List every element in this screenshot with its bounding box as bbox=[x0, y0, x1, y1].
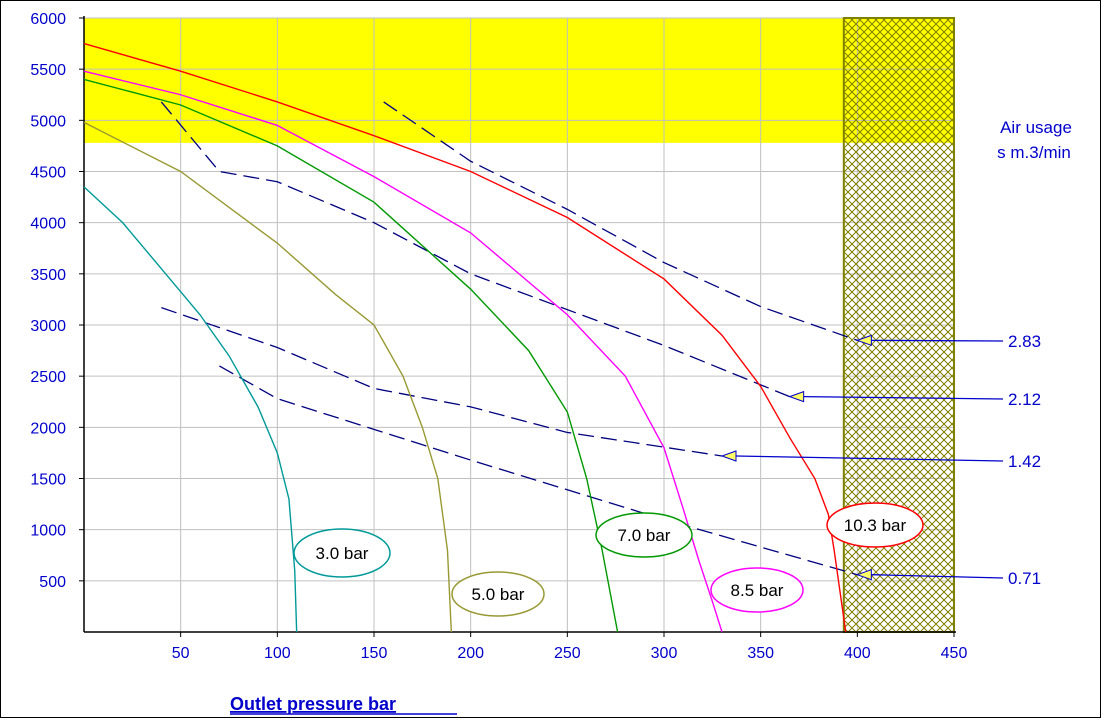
y-tick-label: 4500 bbox=[30, 165, 66, 182]
series-label-5-0-bar-ellipse bbox=[451, 571, 545, 617]
highlight-band bbox=[84, 18, 954, 143]
x-tick-label: 150 bbox=[361, 645, 388, 662]
x-tick-label: 250 bbox=[554, 645, 581, 662]
curve-3-0-bar bbox=[83, 186, 298, 633]
series-label-8-5-bar: 8.5 bar bbox=[731, 581, 784, 600]
y-tick-label: 1000 bbox=[30, 523, 66, 540]
x-tick-label: 100 bbox=[264, 645, 291, 662]
y-tick-label: 4000 bbox=[30, 216, 66, 233]
series-label-5-0-bar: 5.0 bar bbox=[472, 585, 525, 604]
air-usage-marker-1-42-label: 1.42 bbox=[1008, 452, 1041, 471]
x-tick-label: 50 bbox=[172, 645, 190, 662]
y-tick-label: 6000 bbox=[30, 11, 66, 28]
air-usage-marker-1-42-arrowhead bbox=[720, 450, 737, 462]
y-tick-label: 2500 bbox=[30, 369, 66, 386]
air-usage-marker-2-83-arrowhead bbox=[855, 334, 872, 347]
y-tick-label: 1500 bbox=[30, 472, 66, 489]
air-usage-marker-0-71-label: 0.71 bbox=[1008, 569, 1041, 588]
air-usage-marker-0-71-arrow-line bbox=[871, 574, 1004, 579]
curve-10-3-bar bbox=[83, 42, 847, 633]
y-tick-label: 5000 bbox=[30, 113, 66, 130]
air-usage-title-line1: Air usage bbox=[1000, 118, 1072, 137]
curve-8-5-bar bbox=[83, 70, 723, 633]
series-label-7-0-bar-ellipse bbox=[595, 512, 693, 558]
series-label-10-3-bar: 10.3 bar bbox=[844, 516, 907, 535]
x-tick-label: 450 bbox=[941, 645, 968, 662]
air-usage-marker-1-42-arrow-line bbox=[735, 455, 1004, 462]
curve-7-0-bar bbox=[83, 78, 619, 633]
air-usage-marker-2-83-arrow-line bbox=[871, 339, 1004, 342]
air-usage-marker-2-12-label: 2.12 bbox=[1008, 390, 1041, 409]
y-tick-label: 3000 bbox=[30, 318, 66, 335]
x-tick-label: 350 bbox=[747, 645, 774, 662]
x-tick-label: 200 bbox=[457, 645, 484, 662]
air-usage-marker-0-71-arrowhead bbox=[855, 568, 872, 581]
air-usage-line-0-71 bbox=[219, 365, 858, 576]
air-usage-marker-2-12-arrowhead bbox=[788, 390, 805, 403]
air-usage-marker-2-12-arrow-line bbox=[803, 395, 1004, 400]
y-tick-label: 2000 bbox=[30, 420, 66, 437]
x-axis-label: Outlet pressure bar bbox=[230, 694, 396, 714]
y-tick-label: 500 bbox=[39, 574, 66, 591]
y-tick-label: 3500 bbox=[30, 267, 66, 284]
air-usage-line-2-83 bbox=[383, 101, 858, 341]
series-label-7-0-bar: 7.0 bar bbox=[618, 526, 671, 545]
series-label-8-5-bar-ellipse bbox=[710, 567, 804, 613]
curve-5-0-bar bbox=[83, 121, 453, 633]
series-label-10-3-bar-ellipse bbox=[826, 502, 924, 548]
air-usage-title-line2: s m.3/min bbox=[997, 143, 1071, 162]
air-usage-marker-2-83-label: 2.83 bbox=[1008, 332, 1041, 351]
air-usage-line-2-12 bbox=[160, 101, 790, 398]
y-tick-label: 5500 bbox=[30, 62, 66, 79]
x-tick-label: 300 bbox=[651, 645, 678, 662]
series-label-3-0-bar-ellipse bbox=[293, 528, 391, 578]
x-tick-label: 400 bbox=[844, 645, 871, 662]
air-usage-line-1-42 bbox=[161, 306, 723, 457]
series-label-3-0-bar: 3.0 bar bbox=[316, 544, 369, 563]
